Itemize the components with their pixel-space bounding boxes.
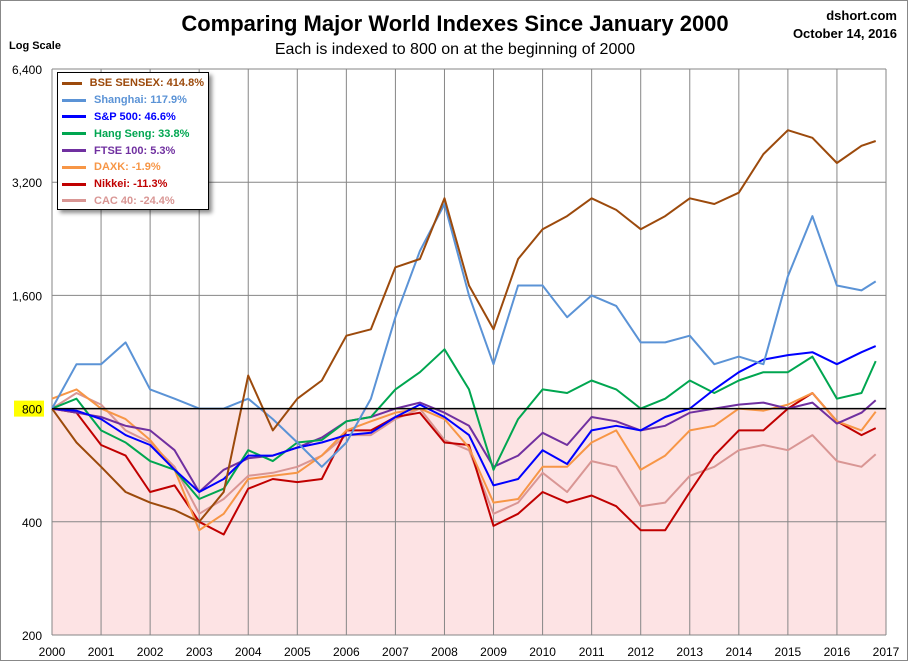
source-label: dshort.com xyxy=(826,8,897,23)
legend-item: DAXK: -1.9% xyxy=(62,159,204,176)
legend-swatch xyxy=(62,81,82,85)
chart-title: Comparing Major World Indexes Since Janu… xyxy=(181,11,729,36)
legend-swatch xyxy=(62,182,86,186)
legend-label: FTSE 100: 5.3% xyxy=(94,144,176,157)
x-tick-label: 2002 xyxy=(137,645,164,659)
x-tick-label: 2007 xyxy=(382,645,409,659)
x-tick-label: 2004 xyxy=(235,645,262,659)
legend-item: FTSE 100: 5.3% xyxy=(62,142,204,159)
y-axis-label: Log Scale xyxy=(9,40,61,52)
series-line-hang-seng xyxy=(51,348,877,500)
legend-swatch xyxy=(62,132,86,136)
reference-label-highlight xyxy=(14,400,44,417)
y-tick-label: 6,400 xyxy=(12,63,42,77)
x-tick-label: 2014 xyxy=(725,645,752,659)
x-tick-label: 2008 xyxy=(431,645,458,659)
x-tick-label: 2011 xyxy=(579,645,605,659)
legend-item: CAC 40: -24.4% xyxy=(62,193,204,210)
x-tick-label: 2009 xyxy=(480,645,507,659)
legend-item: BSE SENSEX: 414.8% xyxy=(62,75,204,92)
y-tick-label: 400 xyxy=(22,516,42,530)
legend-label: Nikkei: -11.3% xyxy=(94,178,168,191)
series-line-s-p-500 xyxy=(51,345,877,493)
x-tick-label: 2001 xyxy=(88,645,115,659)
legend: BSE SENSEX: 414.8% Shanghai: 117.9% S&P 50… xyxy=(57,72,209,210)
legend-swatch xyxy=(62,98,86,102)
x-tick-label: 2006 xyxy=(333,645,360,659)
x-tick-label: 2016 xyxy=(824,645,851,659)
y-tick-label: 1,600 xyxy=(12,289,42,303)
legend-swatch xyxy=(62,115,86,119)
x-tick-label: 2017 xyxy=(873,645,900,659)
source-block: dshort.com October 14, 2016 xyxy=(793,7,897,43)
series-line-cac-40 xyxy=(51,392,877,515)
legend-item: Shanghai: 117.9% xyxy=(62,92,204,109)
date-label: October 14, 2016 xyxy=(792,26,897,41)
x-tick-label: 2015 xyxy=(775,645,802,659)
legend-label: CAC 40: -24.4% xyxy=(94,194,175,207)
x-tick-label: 2010 xyxy=(529,645,556,659)
x-tick-label: 2003 xyxy=(186,645,213,659)
legend-label: Shanghai: 117.9% xyxy=(94,94,187,107)
legend-label: S&P 500: 46.6% xyxy=(94,110,176,123)
series-line-ftse-100 xyxy=(51,399,877,493)
y-tick-label: 3,200 xyxy=(12,176,42,190)
x-tick-label: 2000 xyxy=(39,645,66,659)
legend-swatch xyxy=(62,149,86,153)
x-tick-label: 2005 xyxy=(284,645,311,659)
legend-item: Nikkei: -11.3% xyxy=(62,176,204,193)
legend-item: S&P 500: 46.6% xyxy=(62,109,204,126)
legend-label: BSE SENSEX: 414.8% xyxy=(89,77,204,90)
series-line-shanghai xyxy=(51,203,877,468)
legend-swatch xyxy=(62,199,86,203)
series-line-bse-sensex xyxy=(51,129,877,523)
x-tick-label: 2012 xyxy=(627,645,654,659)
x-tick-label: 2013 xyxy=(676,645,703,659)
legend-swatch xyxy=(62,165,86,169)
legend-label: DAXK: -1.9% xyxy=(94,161,161,174)
legend-item: Hang Seng: 33.8% xyxy=(62,125,204,142)
legend-label: Hang Seng: 33.8% xyxy=(94,127,190,140)
y-tick-label: 800 xyxy=(22,403,42,417)
chart-subtitle: Each is indexed to 800 on at the beginni… xyxy=(274,41,636,58)
y-tick-label: 200 xyxy=(22,629,42,643)
